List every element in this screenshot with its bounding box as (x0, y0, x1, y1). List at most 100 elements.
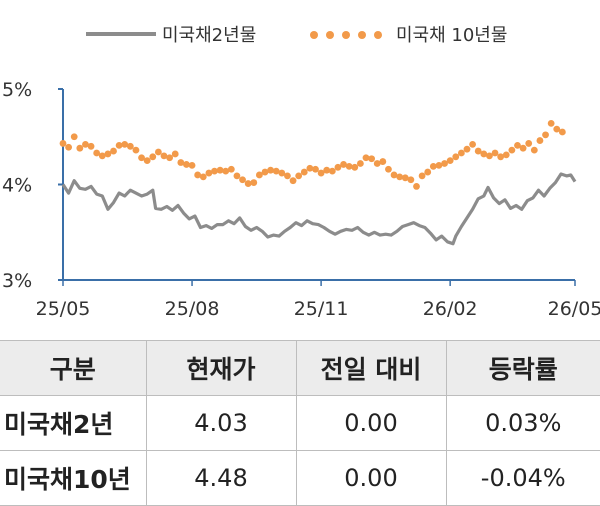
x-tick-label: 25/11 (294, 298, 349, 320)
data-point-10y (519, 144, 527, 152)
data-point-10y (149, 153, 157, 161)
data-point-10y (183, 161, 190, 168)
data-point-10y (508, 146, 516, 154)
data-point-10y (115, 141, 123, 149)
data-point-10y (334, 163, 342, 171)
data-point-10y (385, 165, 392, 173)
y-tick-label: 5% (2, 79, 32, 101)
data-point-10y (132, 146, 140, 154)
data-point-10y (154, 148, 162, 156)
series-2y-line (61, 172, 577, 246)
data-point-10y (542, 131, 549, 139)
data-point-10y (424, 168, 432, 176)
data-point-10y (93, 149, 101, 157)
data-point-10y (222, 167, 230, 175)
data-point-10y (59, 140, 67, 147)
data-point-10y (463, 145, 471, 153)
yield-line-chart: 미국채2년물 미국채 10년물 3% 4% 5% 25/05 25/08 25/11 26… (2, 25, 600, 320)
x-axis: 25/05 25/08 25/11 26/02 26/05 (36, 279, 600, 320)
data-point-10y (356, 160, 364, 167)
data-point-10y (160, 152, 168, 160)
data-point-10y (295, 172, 303, 180)
data-point-10y (138, 154, 145, 162)
x-tick-label: 26/02 (423, 298, 478, 320)
data-point-10y (390, 171, 398, 179)
data-point-10y (244, 180, 252, 187)
data-point-10y (70, 133, 78, 141)
yield-summary-table: 구분 현재가 전일 대비 등락률 미국채2년 4.03 0.00 0.03% 미… (0, 340, 600, 506)
data-point-10y (227, 165, 235, 173)
cell-rate: -0.04% (445, 450, 600, 506)
legend-swatch-10y (310, 31, 382, 39)
data-point-10y (267, 166, 275, 174)
data-point-10y (104, 150, 112, 158)
data-point-10y (553, 125, 561, 133)
data-point-10y (379, 158, 387, 165)
data-point-10y (205, 169, 213, 177)
data-point-10y (491, 149, 499, 157)
data-point-10y (284, 172, 291, 180)
data-point-10y (536, 137, 544, 144)
data-point-10y (362, 154, 370, 162)
data-point-10y (82, 140, 89, 148)
row-label: 미국채2년 (0, 395, 146, 451)
data-point-10y (289, 177, 297, 185)
cell-price: 4.48 (145, 450, 296, 506)
data-point-10y (368, 155, 376, 163)
data-point-10y (457, 149, 465, 157)
data-point-10y (407, 176, 415, 184)
header-price: 현재가 (145, 340, 296, 396)
table-header-row: 구분 현재가 전일 대비 등락률 (0, 340, 600, 396)
legend-label-2y: 미국채2년물 (162, 25, 256, 46)
data-point-10y (312, 165, 319, 173)
data-point-10y (87, 142, 95, 150)
header-change: 전일 대비 (295, 340, 446, 396)
data-point-10y (278, 169, 286, 177)
data-point-10y (211, 167, 218, 175)
data-point-10y (300, 168, 308, 176)
data-point-10y (486, 152, 493, 160)
data-point-10y (199, 173, 207, 181)
data-point-10y (340, 161, 347, 168)
data-point-10y (429, 162, 437, 170)
data-point-10y (216, 166, 224, 174)
data-point-10y (121, 140, 129, 148)
table-row: 미국채2년 4.03 0.00 0.03% (0, 395, 600, 451)
data-point-10y (446, 157, 454, 165)
data-point-10y (413, 183, 420, 190)
data-point-10y (317, 169, 325, 177)
data-point-10y (250, 179, 258, 186)
data-point-10y (547, 119, 555, 127)
data-point-10y (177, 159, 185, 166)
data-point-10y (328, 167, 336, 175)
row-label: 미국채10년 (0, 450, 146, 506)
cell-change: 0.00 (295, 395, 446, 451)
data-point-10y (306, 164, 314, 172)
legend-label-10y: 미국채 10년물 (396, 25, 507, 46)
cell-change: 0.00 (295, 450, 446, 506)
data-point-10y (558, 128, 566, 136)
y-axis: 3% 4% 5% (2, 79, 64, 292)
data-point-10y (497, 153, 505, 161)
data-point-10y (126, 142, 134, 150)
data-point-10y (441, 160, 448, 167)
header-rate: 등락률 (445, 340, 600, 396)
header-category: 구분 (0, 340, 146, 396)
x-tick-label: 25/05 (36, 298, 91, 320)
data-point-10y (188, 162, 196, 169)
y-tick-label: 3% (2, 270, 32, 292)
data-point-10y (143, 157, 151, 165)
data-point-10y (474, 147, 482, 155)
data-point-10y (65, 143, 73, 151)
data-point-10y (502, 151, 510, 159)
data-point-10y (469, 140, 476, 148)
plot-area (59, 119, 577, 246)
data-point-10y (373, 160, 381, 167)
data-point-10y (480, 150, 488, 158)
cell-price: 4.03 (145, 395, 296, 451)
data-point-10y (261, 168, 269, 176)
chart-legend: 미국채2년물 미국채 10년물 (86, 25, 507, 46)
data-point-10y (396, 173, 404, 181)
x-tick-label: 25/08 (165, 298, 220, 320)
x-tick-label: 26/05 (548, 298, 600, 320)
